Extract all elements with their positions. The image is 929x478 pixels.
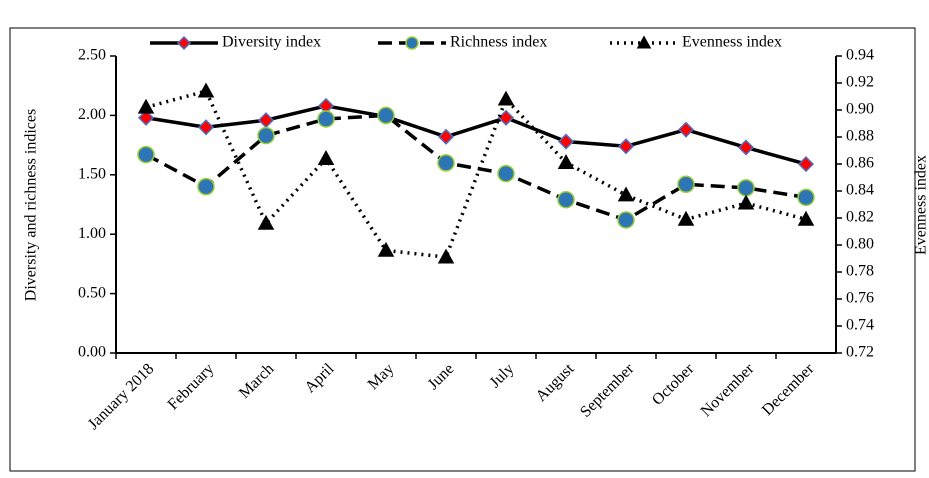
point (677, 210, 695, 226)
point (257, 112, 275, 129)
point (737, 194, 755, 210)
y2-tick-label: 0.92 (846, 74, 874, 91)
x-tick-label: April (302, 360, 338, 396)
x-tick-label: March (236, 360, 278, 402)
y2-axis-label: Evenness index (913, 155, 929, 255)
point (617, 138, 635, 155)
point (557, 133, 575, 150)
y-tick-label: 1.50 (78, 165, 106, 182)
point (197, 82, 215, 98)
point (497, 90, 515, 106)
point (677, 121, 695, 138)
point (797, 210, 815, 226)
point (377, 106, 395, 125)
point (317, 150, 335, 165)
point (497, 109, 515, 126)
y2-tick-label: 0.86 (846, 155, 874, 172)
point (797, 156, 815, 173)
chart-frame (9, 27, 916, 472)
x-tick-label: October (649, 360, 698, 409)
y-tick-label: 0.00 (78, 344, 106, 361)
point (737, 179, 755, 197)
y2-tick-label: 0.74 (846, 317, 874, 334)
y2-tick-label: 0.82 (846, 209, 874, 226)
y-tick-label: 2.00 (78, 106, 106, 123)
x-tick-label: December (759, 360, 818, 419)
point (437, 154, 455, 172)
legend-label: Evenness index (682, 34, 782, 51)
point (137, 145, 155, 164)
point (617, 186, 635, 202)
legend-marker (176, 35, 192, 51)
x-tick-label: February (165, 360, 218, 413)
y-tick-label: 2.50 (78, 47, 106, 64)
y2-tick-label: 0.80 (846, 236, 874, 253)
x-tick-label: August (533, 360, 578, 405)
point (257, 126, 275, 145)
series-line (145, 104, 807, 166)
y2-tick-label: 0.94 (846, 47, 874, 64)
y-axis-label: Diversity and richness indices (23, 109, 40, 301)
x-tick-label: November (698, 360, 758, 420)
y2-tick-label: 0.88 (846, 128, 874, 145)
point (197, 177, 215, 196)
y-tick-label: 0.50 (78, 284, 106, 301)
point (437, 248, 455, 264)
x-tick-label: January 2018 (85, 360, 158, 433)
legend-marker (405, 36, 419, 50)
point (377, 241, 395, 257)
point (257, 214, 275, 230)
y2-tick-label: 0.84 (846, 182, 874, 199)
y2-tick-label: 0.72 (846, 344, 874, 361)
x-tick-label: July (487, 360, 518, 391)
point (137, 109, 155, 126)
point (737, 139, 755, 156)
y2-tick-label: 0.78 (846, 263, 874, 280)
series-line (145, 113, 807, 222)
point (317, 110, 335, 128)
y2-tick-label: 0.76 (846, 290, 874, 307)
y-tick-label: 1.00 (78, 225, 106, 242)
y2-tick-label: 0.90 (846, 101, 874, 118)
point (497, 164, 515, 183)
x-tick-label: June (425, 360, 458, 393)
point (617, 211, 635, 229)
legend-label: Richness index (450, 34, 547, 51)
legend-marker (636, 35, 652, 49)
point (677, 175, 695, 194)
x-tick-label: September (577, 360, 638, 421)
point (557, 190, 575, 209)
x-tick-label: May (365, 360, 398, 393)
point (437, 128, 455, 145)
point (197, 119, 215, 136)
point (797, 188, 815, 207)
point (557, 154, 575, 169)
series-line (145, 89, 807, 260)
point (137, 98, 155, 114)
legend-label: Diversity index (222, 34, 321, 51)
